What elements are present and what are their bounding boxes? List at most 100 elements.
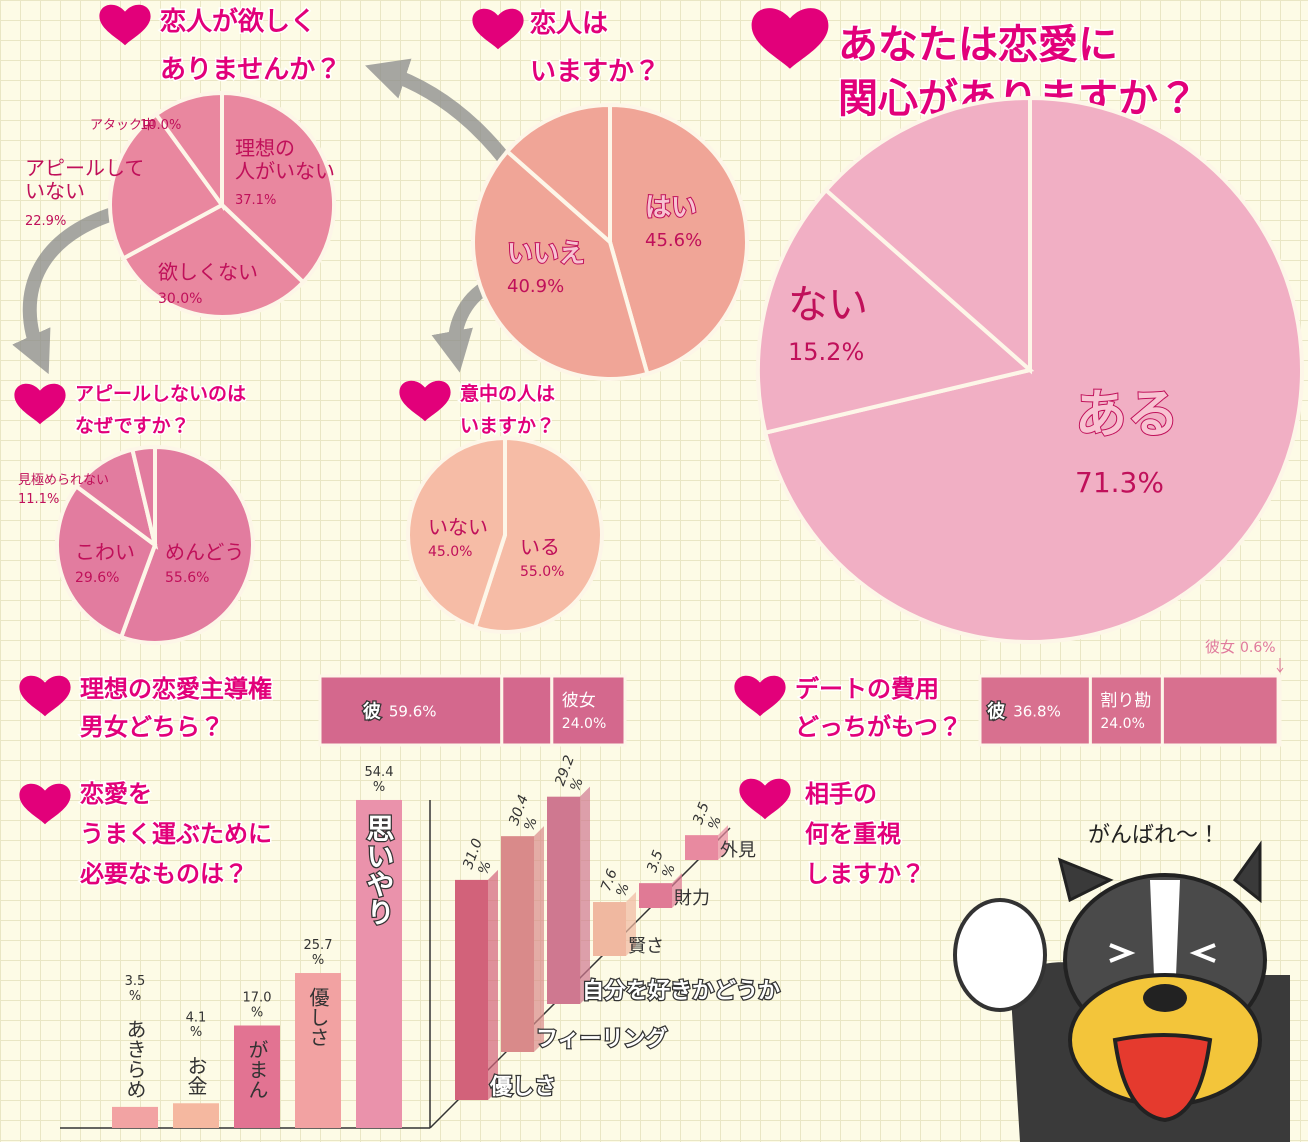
bar-value: 7.6% bbox=[598, 867, 636, 899]
slice-label: こわい bbox=[75, 540, 135, 564]
slice-value: 45.0% bbox=[428, 544, 472, 560]
slice-value: 55.6% bbox=[165, 570, 209, 586]
chart-title: しますか？ bbox=[805, 860, 925, 888]
chart-title: なぜですか？ bbox=[75, 415, 190, 437]
chart-title: 恋愛を bbox=[80, 780, 152, 808]
bar bbox=[685, 835, 718, 860]
bar-value: 4.1% bbox=[186, 1010, 207, 1040]
infographic: がんばれ～！ あなたは恋愛に関心がありますか？ある71.3%ない15.2%恋人は… bbox=[0, 0, 1308, 1142]
bar-label: 思いやり bbox=[363, 814, 396, 926]
chart-title: 理想の恋愛主導権 bbox=[80, 675, 272, 703]
bar bbox=[639, 883, 672, 908]
chart-title: 何を重視 bbox=[805, 820, 901, 848]
mascot-fist bbox=[955, 900, 1045, 1010]
slice-value: 37.1% bbox=[235, 193, 276, 208]
bar-label: あきらめ bbox=[123, 1019, 147, 1099]
bar-label: 優しさ bbox=[306, 987, 330, 1047]
chart-title: いますか？ bbox=[460, 415, 555, 437]
bar bbox=[593, 902, 626, 956]
chart-title: うまく運ぶために bbox=[80, 820, 272, 848]
bar-value: 54.4% bbox=[365, 765, 394, 795]
bar-value: 3.5% bbox=[644, 848, 682, 880]
slice-label: 欲しくない bbox=[158, 260, 258, 284]
segment-label: 割り勘 bbox=[1100, 691, 1151, 711]
bar-label: 優しさ bbox=[489, 1075, 556, 1100]
slice-value: 71.3% bbox=[1075, 466, 1164, 499]
segment-value: 0.6% bbox=[1240, 640, 1276, 656]
segment-label: 彼 bbox=[363, 701, 381, 723]
heart-icon bbox=[739, 779, 790, 819]
heart-icon bbox=[752, 8, 829, 69]
chart-title: あなたは恋愛に bbox=[838, 22, 1118, 68]
bar-value: 30.4% bbox=[506, 793, 547, 833]
heart-icon bbox=[99, 5, 150, 45]
heart-icon bbox=[734, 676, 785, 716]
bar-label: 財力 bbox=[674, 888, 710, 909]
slice-value: 40.9% bbox=[507, 276, 564, 297]
bar bbox=[501, 836, 534, 1052]
chart-title: デートの費用 bbox=[795, 675, 939, 703]
chart-title: 恋人は bbox=[530, 8, 608, 39]
segment-value: 59.6% bbox=[389, 703, 437, 721]
bar-label: 外見 bbox=[720, 840, 756, 861]
slice-value: 15.2% bbox=[788, 338, 864, 366]
heart-icon bbox=[14, 384, 65, 424]
slice-label: はい bbox=[645, 193, 697, 223]
mascot: がんばれ～！ bbox=[955, 823, 1290, 1142]
bar-label: がまん bbox=[245, 1039, 269, 1099]
slice-label: ない bbox=[788, 282, 868, 328]
bar-value: 31.0% bbox=[460, 836, 501, 876]
mascot-nose bbox=[1143, 984, 1187, 1012]
chart-title: アピールしないのは bbox=[75, 383, 246, 405]
bar bbox=[173, 1103, 219, 1128]
segment-label: 彼 bbox=[987, 701, 1005, 723]
bar-label: お金 bbox=[184, 1055, 208, 1095]
heart-icon bbox=[472, 9, 523, 49]
bar-label: フィーリング bbox=[536, 1026, 668, 1052]
slice-value: 45.6% bbox=[645, 230, 702, 251]
bar-segment bbox=[1162, 676, 1278, 745]
segment-value: 24.0% bbox=[1100, 716, 1144, 732]
bar-side bbox=[580, 787, 590, 1004]
slice-label: いない bbox=[428, 515, 488, 539]
chart-title: どっちがもつ？ bbox=[795, 713, 962, 741]
bar-side bbox=[488, 870, 498, 1100]
bar-segment bbox=[1278, 676, 1280, 745]
slice-value: 11.1% bbox=[18, 492, 59, 507]
heart-icon bbox=[19, 676, 70, 716]
slice-value: 22.9% bbox=[25, 214, 66, 229]
bar-value: 3.5% bbox=[690, 800, 728, 832]
slice-label: いいえ bbox=[507, 239, 585, 269]
chart-title: ありませんか？ bbox=[160, 55, 341, 85]
chart-title: 男女どちら？ bbox=[80, 713, 224, 741]
bar bbox=[112, 1107, 158, 1128]
bar-value: 17.0% bbox=[243, 990, 272, 1020]
slice-label: 見極められない bbox=[18, 473, 109, 488]
slice-value: 55.0% bbox=[520, 564, 564, 580]
bar bbox=[455, 880, 488, 1100]
slice-label: いる bbox=[520, 535, 560, 559]
slice-value: 10.0% bbox=[140, 118, 181, 133]
segment-label: 彼女 bbox=[1205, 638, 1235, 656]
heart-icon bbox=[399, 381, 450, 421]
bar-value: 3.5% bbox=[125, 974, 146, 1004]
bar-side bbox=[534, 826, 544, 1052]
chart-title: いますか？ bbox=[530, 57, 660, 87]
chart-title: 相手の bbox=[805, 780, 877, 808]
annotation-arrow bbox=[1277, 658, 1283, 672]
speech-text: がんばれ～！ bbox=[1088, 823, 1220, 848]
bar-value: 29.2% bbox=[552, 753, 593, 793]
chart-title: 意中の人は bbox=[460, 382, 555, 405]
chart-title: 恋人が欲しく bbox=[160, 6, 316, 37]
bar-label: 賢さ bbox=[628, 936, 664, 957]
heart-icon bbox=[19, 784, 70, 824]
segment-value: 36.8% bbox=[1013, 703, 1061, 721]
slice-value: 30.0% bbox=[158, 291, 202, 307]
bar-value: 25.7% bbox=[304, 938, 333, 968]
slice-label: 理想の人がいない bbox=[235, 136, 335, 183]
slice-value: 29.6% bbox=[75, 570, 119, 586]
page: {"chart_data":[ {"type":"pie","title":["… bbox=[0, 0, 1308, 1142]
bar-label: 自分を好きかどうか bbox=[582, 978, 780, 1004]
slice-label: めんどう bbox=[165, 540, 244, 564]
bar bbox=[547, 797, 580, 1004]
